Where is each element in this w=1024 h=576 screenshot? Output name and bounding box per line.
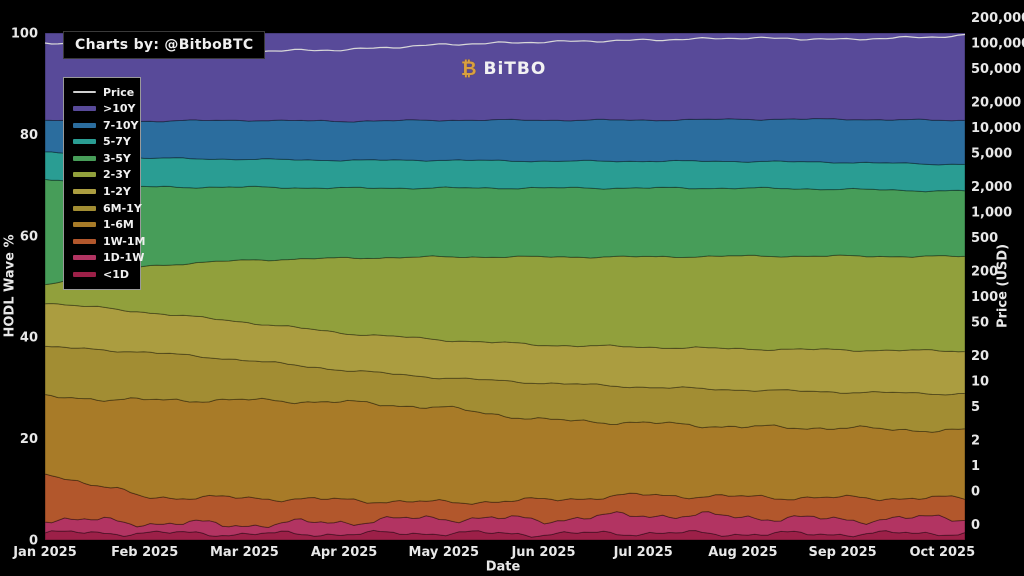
legend-label: Price (103, 85, 135, 99)
area-band-7-10Y (44, 117, 966, 166)
x-tick-label: May 2025 (409, 545, 480, 560)
legend-item-price[interactable]: Price (73, 85, 135, 99)
y-left-tick-label: 100 (11, 27, 38, 42)
y-right-tick-label: 5 (971, 400, 980, 415)
y-right-tick-label: 2 (971, 434, 980, 449)
legend-swatch-price (73, 91, 96, 94)
legend-label: 1D-1W (103, 251, 145, 265)
x-tick-label: Feb 2025 (111, 545, 178, 560)
legend-item-1d-1w[interactable]: 1D-1W (73, 251, 144, 265)
legend-swatch-6m-1y (73, 205, 96, 211)
y-right-tick-label: 10,000 (971, 121, 1021, 136)
area-band->10Y (44, 32, 966, 123)
legend-item-7-10y[interactable]: 7-10Y (73, 118, 139, 132)
legend-swatch-1d-1w (73, 255, 96, 261)
legend-label: <1D (103, 267, 130, 281)
bitbo-logo: ₿ BiTBO (461, 59, 546, 79)
legend-item-6m-1y[interactable]: 6M-1Y (73, 201, 142, 215)
legend-swatch-5-7y (73, 139, 96, 145)
legend-item-5-7y[interactable]: 5-7Y (73, 135, 131, 149)
legend-label: 1W-1M (103, 234, 146, 248)
legend-swatch-3-5y (73, 155, 96, 161)
legend-label: 1-2Y (103, 185, 131, 199)
y-right-tick-label: 0 (971, 484, 980, 499)
y-right-tick-label: 0 (971, 518, 980, 533)
x-tick-label: Aug 2025 (708, 545, 777, 560)
y-axis-title-right: Price (USD) (995, 243, 1011, 329)
y-right-tick-label: 200 (971, 265, 998, 280)
legend-label: 5-7Y (103, 135, 131, 149)
legend-item-lt-1d[interactable]: <1D (73, 267, 131, 281)
y-right-tick-label: 50 (971, 315, 989, 330)
legend-swatch-7-10y (73, 122, 96, 128)
x-tick-label: Mar 2025 (210, 545, 279, 560)
x-tick-label: Jul 2025 (613, 545, 673, 560)
y-right-tick-label: 20,000 (971, 96, 1021, 111)
legend-swatch-1w-1m (73, 238, 96, 244)
legend-label: >10Y (103, 102, 136, 116)
x-axis-title: Date (485, 559, 521, 575)
x-tick-label: Apr 2025 (311, 545, 378, 560)
charts-by-badge: Charts by: @BitboBTC (63, 31, 266, 59)
y-right-tick-label: 10 (971, 375, 989, 390)
legend-label: 3-5Y (103, 151, 131, 165)
y-right-tick-label: 100,000 (971, 37, 1024, 52)
y-left-tick-label: 60 (20, 229, 38, 244)
y-right-tick-label: 100 (971, 290, 998, 305)
y-axis-title-left: HODL Wave % (2, 234, 18, 338)
x-tick-label: Oct 2025 (909, 545, 975, 560)
x-tick-label: Sep 2025 (808, 545, 876, 560)
legend-item-1w-1m[interactable]: 1W-1M (73, 234, 145, 248)
legend-label: 1-6M (103, 218, 134, 232)
legend-swatch-1-6m (73, 222, 96, 228)
y-right-tick-label: 2,000 (971, 180, 1012, 195)
legend-item-1-2y[interactable]: 1-2Y (73, 184, 131, 198)
legend-item-3-5y[interactable]: 3-5Y (73, 151, 131, 165)
y-right-tick-label: 200,000 (971, 11, 1024, 26)
y-right-tick-label: 20 (971, 349, 989, 364)
legend-label: 6M-1Y (103, 201, 142, 215)
bitbo-logo-text: BiTBO (483, 59, 547, 79)
legend-label: 7-10Y (103, 118, 139, 132)
legend-item-10y-plus[interactable]: >10Y (73, 102, 136, 116)
y-right-tick-label: 50,000 (971, 62, 1021, 77)
y-left-tick-label: 40 (20, 331, 38, 346)
y-right-tick-label: 1,000 (971, 206, 1012, 221)
y-left-tick-label: 20 (20, 432, 38, 447)
legend-swatch-2-3y (73, 172, 96, 178)
y-left-tick-label: 80 (20, 128, 38, 143)
bitcoin-coin-icon: ₿ (461, 57, 477, 80)
legend-swatch-1-2y (73, 189, 96, 195)
chart-legend: Price >10Y 7-10Y 5-7Y 3-5Y 2-3Y 1-2Y 6M-… (63, 77, 145, 290)
y-left-tick-label: 0 (29, 534, 38, 549)
y-right-tick-label: 5,000 (971, 146, 1012, 161)
x-tick-label: Jun 2025 (510, 545, 575, 560)
legend-swatch-lt-1d (73, 271, 96, 277)
legend-swatch-10y-plus (73, 106, 96, 112)
y-right-tick-label: 1 (971, 459, 980, 474)
y-right-tick-label: 500 (971, 231, 998, 246)
legend-label: 2-3Y (103, 168, 131, 182)
x-tick-label: Jan 2025 (12, 545, 77, 560)
legend-item-2-3y[interactable]: 2-3Y (73, 168, 131, 182)
legend-item-1-6m[interactable]: 1-6M (73, 218, 134, 232)
